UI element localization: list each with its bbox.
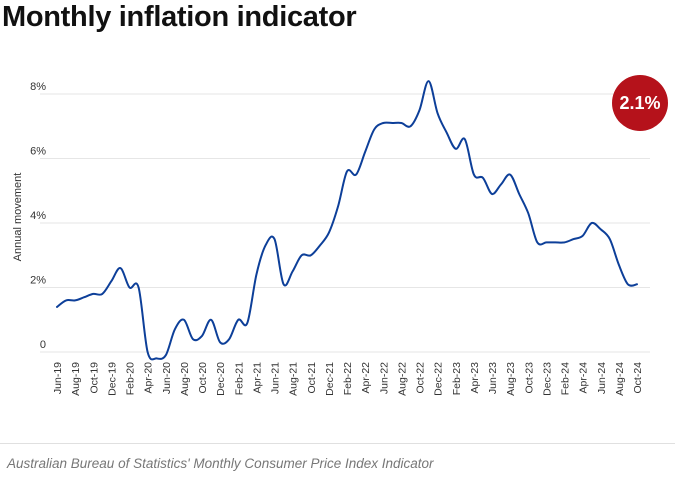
- x-tick-label: Oct-19: [88, 362, 100, 394]
- x-tick-label: Feb-21: [233, 362, 245, 395]
- y-tick-label: 2%: [30, 275, 46, 287]
- x-tick-label: Oct-22: [415, 362, 427, 394]
- x-tick-label: Dec-20: [215, 362, 227, 396]
- x-tick-label: Dec-21: [324, 362, 336, 396]
- x-tick-label: Feb-24: [560, 362, 572, 395]
- x-tick-label: Dec-23: [541, 362, 553, 396]
- x-tick-label: Apr-20: [143, 362, 155, 394]
- x-tick-label: Dec-22: [433, 362, 445, 396]
- x-tick-label: Aug-24: [614, 362, 626, 396]
- divider: [0, 443, 675, 444]
- series-line-annual-movement: [56, 80, 638, 361]
- x-tick-label: Aug-23: [505, 362, 517, 396]
- x-tick-label: Jun-21: [270, 362, 282, 394]
- x-tick-label: Feb-22: [342, 362, 354, 395]
- x-tick-label: Oct-24: [632, 362, 644, 394]
- x-tick-label: Dec-19: [106, 362, 118, 396]
- grid-lines: [40, 93, 650, 353]
- x-tick-label: Aug-22: [396, 362, 408, 396]
- y-tick-label: 0: [40, 339, 46, 351]
- y-tick-label: 8%: [30, 81, 46, 93]
- line-chart: 0 2% 4% 6% 8% Jun-19 Aug-19 Oct-19 Dec-19 Feb-20…: [12, 80, 650, 396]
- x-tick-label: Jun-19: [52, 362, 64, 394]
- x-tick-label: Apr-21: [251, 362, 263, 394]
- latest-value-badge: 2.1%: [612, 75, 668, 131]
- x-tick-label: Oct-23: [523, 362, 535, 394]
- x-tick-label: Feb-20: [125, 362, 137, 395]
- x-tick-label: Jun-24: [596, 362, 608, 394]
- x-tick-label: Oct-21: [306, 362, 318, 394]
- y-tick-labels: 0 2% 4% 6% 8%: [30, 81, 46, 351]
- x-tick-label: Oct-20: [197, 362, 209, 394]
- y-tick-label: 6%: [30, 146, 46, 158]
- x-tick-label: Jun-22: [378, 362, 390, 394]
- x-tick-label: Feb-23: [451, 362, 463, 395]
- x-tick-label: Apr-22: [360, 362, 372, 394]
- y-tick-label: 4%: [30, 210, 46, 222]
- x-tick-label: Aug-19: [70, 362, 82, 396]
- x-tick-labels: Jun-19 Aug-19 Oct-19 Dec-19 Feb-20 Apr-20 Jun-…: [52, 362, 644, 396]
- x-tick-label: Jun-23: [487, 362, 499, 394]
- x-tick-label: Aug-21: [288, 362, 300, 396]
- y-axis-label: Annual movement: [12, 173, 24, 262]
- x-tick-label: Apr-23: [469, 362, 481, 394]
- x-tick-label: Aug-20: [179, 362, 191, 396]
- chart-title: Monthly inflation indicator: [2, 1, 357, 33]
- x-tick-label: Apr-24: [578, 362, 590, 394]
- source-note: Australian Bureau of Statistics' Monthly…: [7, 456, 434, 471]
- x-tick-label: Jun-20: [161, 362, 173, 394]
